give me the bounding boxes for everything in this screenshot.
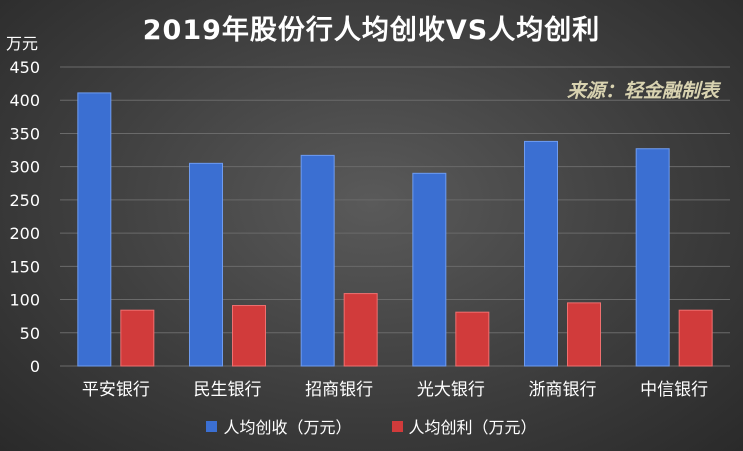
x-tick-labels: 平安银行 民生银行 招商银行 光大银行 浙商银行 中信银行	[82, 380, 708, 400]
bar-revenue	[300, 154, 335, 367]
legend: 人均创收（万元） 人均创利（万元）	[0, 414, 743, 438]
x-tick-label: 中信银行	[640, 380, 708, 400]
y-tick-label: 0	[30, 357, 40, 376]
bar-revenue	[524, 140, 558, 367]
legend-swatch-profit	[391, 420, 403, 432]
y-tick-label: 50	[20, 324, 40, 343]
bar-revenue	[189, 162, 223, 367]
y-tick-labels: 0 50 100 150 200 250 300 350 400 450	[9, 58, 40, 376]
y-tick-label: 150	[9, 257, 40, 276]
legend-swatch-revenue	[206, 420, 218, 432]
y-tick-label: 350	[9, 124, 40, 143]
chart-title: 2019年股份行人均创收VS人均创利	[142, 15, 601, 46]
y-tick-label: 400	[9, 91, 40, 110]
x-tick-label: 光大银行	[417, 380, 485, 400]
x-tick-label: 民生银行	[194, 380, 262, 400]
x-tick-label: 浙商银行	[529, 380, 597, 400]
bar-profit	[343, 293, 378, 367]
y-tick-label: 300	[9, 158, 40, 177]
source-annotation: 来源：轻金融制表	[566, 80, 719, 102]
x-tick-label: 招商银行	[305, 380, 373, 400]
bar-profit	[120, 309, 155, 367]
y-tick-label: 250	[9, 191, 40, 210]
bars	[77, 92, 713, 367]
y-tick-label: 450	[9, 58, 40, 77]
y-axis-unit-label: 万元	[6, 34, 39, 53]
bar-revenue	[635, 148, 670, 367]
bar-profit	[232, 305, 266, 367]
y-tick-label: 100	[9, 291, 40, 310]
legend-label-revenue: 人均创收（万元）	[223, 418, 352, 437]
legend-item-profit: 人均创利（万元）	[391, 414, 537, 438]
bar-revenue	[412, 172, 447, 367]
bar-revenue	[77, 92, 112, 367]
bar-profit	[455, 311, 490, 367]
legend-item-revenue: 人均创收（万元）	[206, 414, 352, 438]
y-tick-label: 200	[9, 224, 40, 243]
x-tick-label: 平安银行	[82, 380, 150, 400]
grid-lines	[60, 66, 730, 367]
bar-profit	[567, 302, 601, 367]
legend-label-profit: 人均创利（万元）	[408, 418, 537, 437]
bar-profit	[678, 309, 713, 367]
